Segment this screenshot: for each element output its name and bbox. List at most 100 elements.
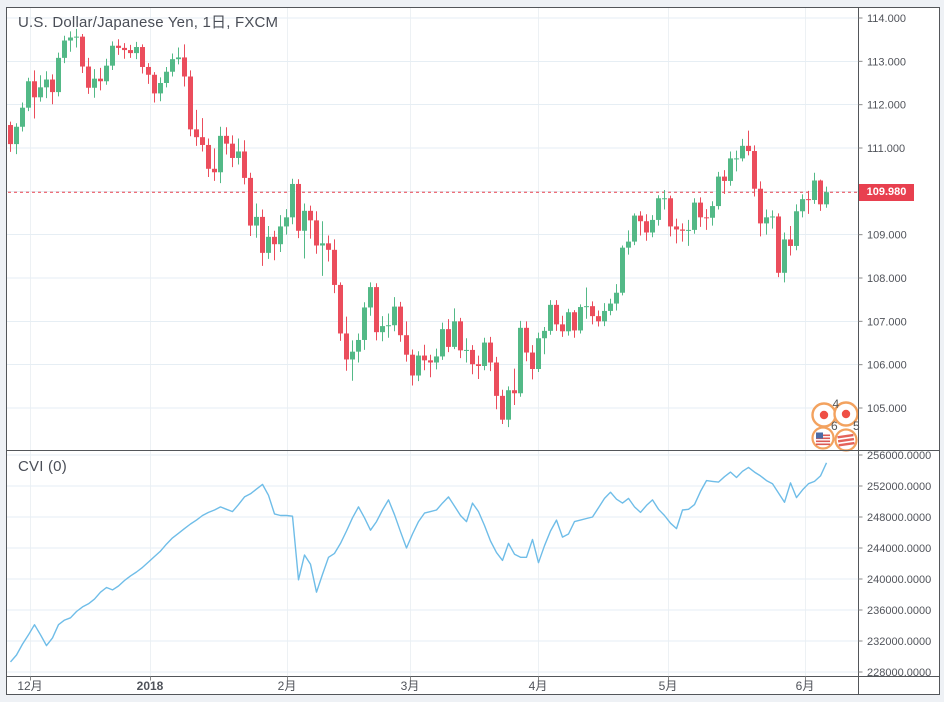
candle: [236, 151, 241, 158]
candle: [746, 145, 751, 152]
time-tick-label: 3月: [401, 679, 420, 693]
candle: [368, 287, 373, 308]
candle: [344, 333, 349, 360]
time-tick-label: 5月: [659, 679, 678, 693]
candle: [224, 135, 229, 144]
candle: [14, 126, 19, 145]
candle: [800, 199, 805, 212]
candle: [716, 176, 721, 207]
candle: [302, 210, 307, 231]
candle: [704, 217, 709, 219]
cvi-tick-label: 244000.0000: [867, 543, 931, 555]
candle: [566, 312, 571, 332]
candle: [590, 306, 595, 317]
candle: [356, 339, 361, 352]
time-tick-label: 2018: [137, 679, 164, 693]
candle: [314, 220, 319, 246]
candle: [104, 65, 109, 82]
candle: [680, 229, 685, 231]
candle: [626, 241, 631, 248]
indicator-title: CVI (0): [18, 458, 67, 475]
candle: [782, 239, 787, 273]
time-axis[interactable]: [7, 677, 940, 694]
candle: [500, 395, 505, 420]
price-tick-label: 113.000: [867, 56, 906, 68]
candle: [218, 135, 223, 173]
candle: [212, 168, 217, 173]
candle: [506, 390, 511, 420]
time-tick-label: 6月: [796, 679, 815, 693]
price-tick-label: 106.000: [867, 360, 907, 372]
candle: [608, 303, 613, 311]
price-tick-label: 109.000: [867, 230, 907, 242]
grid-layer: [7, 8, 859, 677]
candle: [8, 125, 13, 145]
candle: [758, 188, 763, 224]
cvi-tick-label: 248000.0000: [867, 512, 931, 524]
candle: [188, 76, 193, 130]
candle: [614, 292, 619, 304]
cvi-indicator-pane[interactable]: [7, 451, 858, 676]
candle: [398, 306, 403, 336]
candle: [410, 354, 415, 376]
last-price-badge: 109.980: [859, 184, 914, 201]
candle: [194, 129, 199, 138]
candle: [464, 349, 469, 351]
main-price-pane[interactable]: [7, 8, 858, 450]
candle: [272, 236, 277, 245]
candle: [440, 329, 445, 357]
candle: [572, 312, 577, 331]
cvi-tick-label: 252000.0000: [867, 481, 931, 493]
candle: [494, 362, 499, 396]
candle: [476, 364, 481, 366]
candle: [86, 66, 91, 88]
candle: [140, 47, 145, 67]
time-axis-labels: 12月 2018 2月 3月 4月 5月 6月: [17, 676, 815, 693]
candle: [596, 316, 601, 322]
price-tick-label: 114.000: [867, 13, 906, 25]
candle: [422, 355, 427, 361]
price-axis-labels: 114.000 113.000 112.000 111.000 109.000 108.0…: [858, 13, 931, 679]
candle: [812, 180, 817, 200]
candle: [674, 226, 679, 230]
candle: [110, 45, 115, 66]
candle: [182, 57, 187, 77]
candle: [332, 249, 337, 285]
candle: [710, 206, 715, 218]
candle: [446, 329, 451, 347]
candle: [20, 107, 25, 127]
candle: [452, 321, 457, 347]
candle: [338, 284, 343, 334]
candle: [764, 217, 769, 224]
eye-dot-icon: [841, 409, 851, 419]
candle: [380, 326, 385, 333]
candle: [482, 342, 487, 366]
candle: [530, 352, 535, 369]
candle: [170, 59, 175, 72]
candle: [290, 183, 295, 218]
candle: [62, 40, 67, 58]
price-tick-label: 108.000: [867, 273, 907, 285]
candle: [164, 71, 169, 83]
candle: [68, 37, 73, 41]
candle: [158, 82, 163, 94]
price-tick-label: 112.000: [867, 100, 906, 112]
price-axis[interactable]: [859, 8, 940, 676]
watermark-digit: 5: [853, 419, 860, 433]
candle: [512, 390, 517, 394]
time-tick-label: 4月: [529, 679, 548, 693]
candle: [434, 356, 439, 363]
candle: [818, 180, 823, 205]
candle: [728, 158, 733, 181]
candle: [32, 81, 37, 98]
candle: [350, 351, 355, 360]
candle: [650, 219, 655, 233]
candle: [242, 151, 247, 178]
price-tick-label: 105.000: [867, 403, 907, 415]
candle: [632, 215, 637, 242]
candle: [266, 236, 271, 253]
candle: [146, 66, 151, 75]
candle: [278, 226, 283, 245]
candle: [320, 243, 325, 246]
time-tick-label: 12月: [17, 679, 42, 693]
